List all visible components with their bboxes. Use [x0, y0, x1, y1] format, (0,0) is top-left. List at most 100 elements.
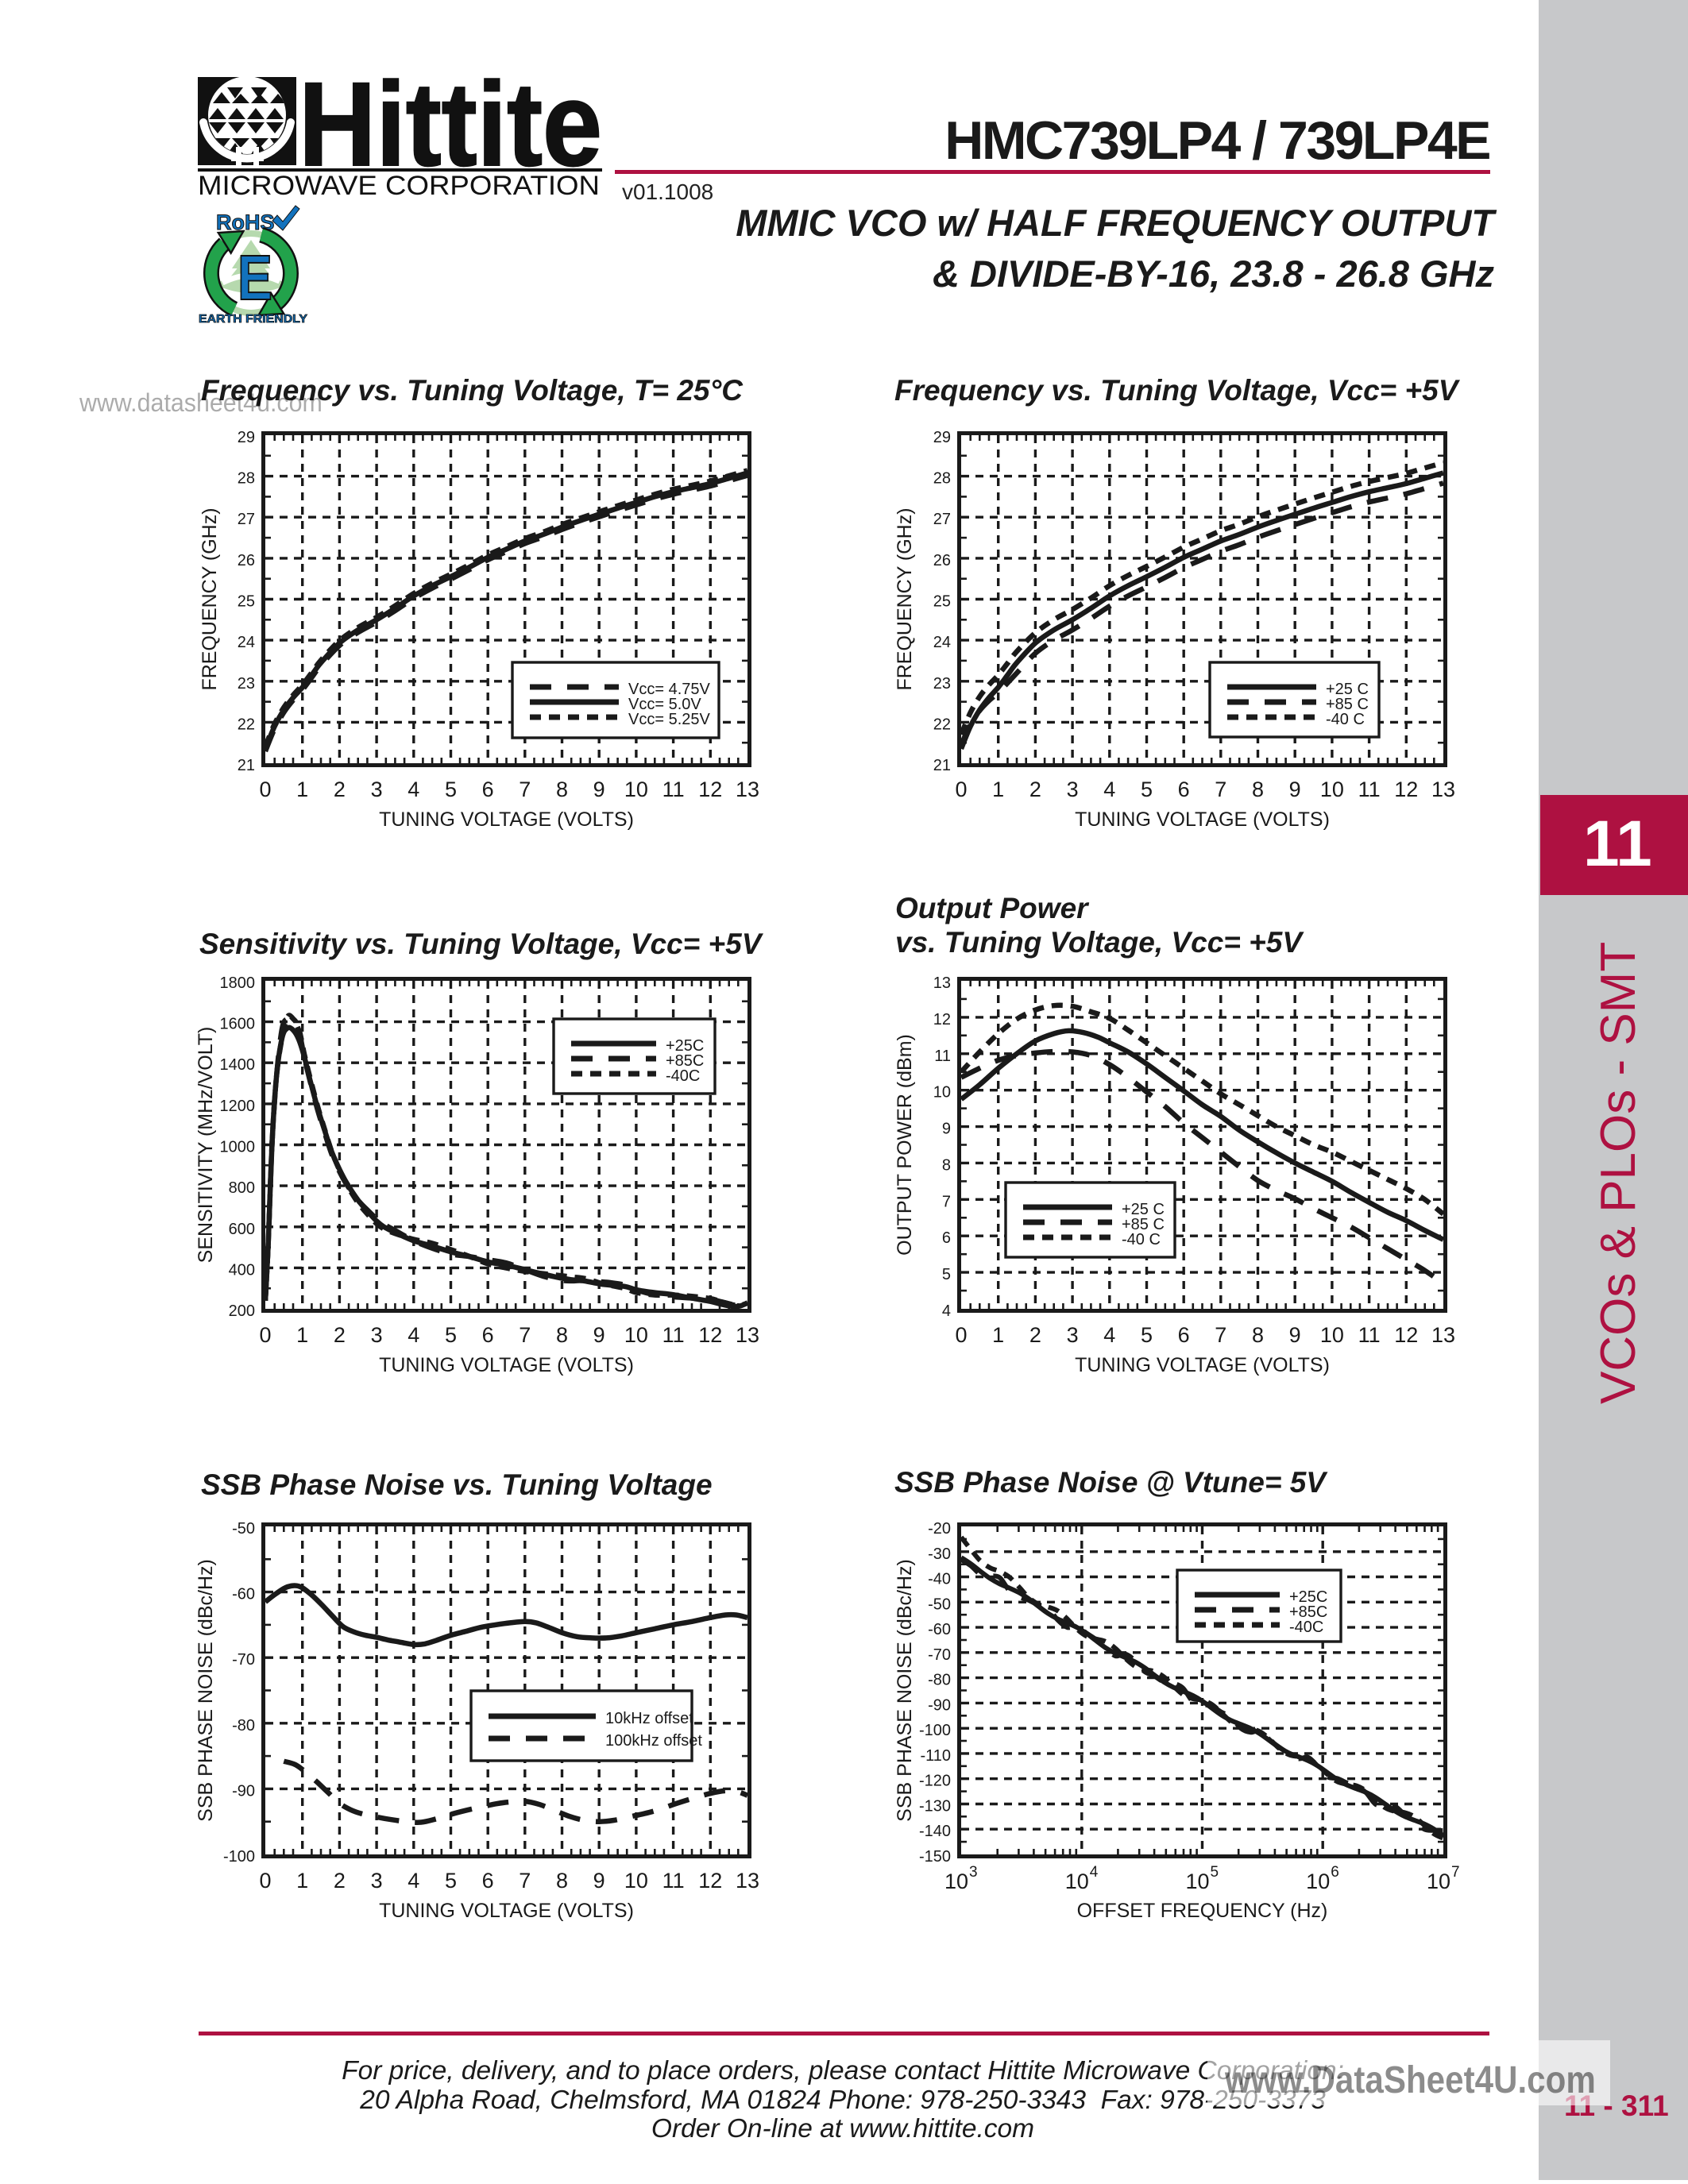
svg-text:-40C: -40C: [1289, 1619, 1323, 1636]
svg-text:-90: -90: [232, 1782, 255, 1800]
svg-text:13: 13: [1431, 778, 1455, 801]
svg-text:3: 3: [371, 778, 383, 801]
svg-text:-40 C: -40 C: [1122, 1231, 1161, 1248]
svg-text:-130: -130: [919, 1798, 951, 1815]
svg-text:4: 4: [408, 1869, 419, 1893]
svg-text:FREQUENCY (GHz): FREQUENCY (GHz): [894, 507, 916, 690]
svg-text:TUNING VOLTAGE (VOLTS): TUNING VOLTAGE (VOLTS): [379, 1354, 634, 1376]
svg-text:12: 12: [1394, 1323, 1418, 1347]
svg-text:SSB PHASE NOISE (dBc/Hz): SSB PHASE NOISE (dBc/Hz): [195, 1559, 217, 1822]
svg-text:4: 4: [1103, 1323, 1115, 1347]
svg-text:9: 9: [1289, 1323, 1301, 1347]
svg-text:2: 2: [334, 1323, 346, 1347]
svg-text:7: 7: [1215, 1323, 1226, 1347]
svg-text:11: 11: [1358, 778, 1381, 801]
svg-text:-80: -80: [928, 1672, 951, 1689]
svg-text:Vcc= 5.25V: Vcc= 5.25V: [628, 711, 711, 728]
svg-text:10: 10: [1427, 1870, 1450, 1893]
svg-text:Vcc= 4.75V: Vcc= 4.75V: [628, 681, 711, 698]
svg-text:1000: 1000: [220, 1139, 256, 1156]
svg-text:0: 0: [955, 1323, 967, 1347]
svg-text:1600: 1600: [220, 1016, 256, 1033]
svg-text:12: 12: [698, 1323, 722, 1347]
svg-text:5: 5: [445, 778, 457, 801]
svg-text:TUNING VOLTAGE (VOLTS): TUNING VOLTAGE (VOLTS): [1075, 1354, 1330, 1376]
svg-text:MICROWAVE CORPORATION: MICROWAVE CORPORATION: [198, 171, 600, 201]
svg-text:5: 5: [1211, 1864, 1219, 1881]
svg-text:4: 4: [408, 778, 419, 801]
svg-text:27: 27: [238, 511, 255, 528]
svg-text:1: 1: [296, 1869, 308, 1893]
svg-text:6: 6: [1178, 1323, 1190, 1347]
svg-text:1200: 1200: [220, 1098, 256, 1115]
svg-text:9: 9: [593, 1869, 605, 1893]
svg-text:SSB Phase Noise @ Vtune= 5V: SSB Phase Noise @ Vtune= 5V: [894, 1466, 1328, 1499]
svg-text:SSB PHASE NOISE (dBc/Hz): SSB PHASE NOISE (dBc/Hz): [894, 1559, 916, 1822]
svg-text:0: 0: [259, 1869, 271, 1893]
svg-text:10: 10: [624, 1323, 648, 1347]
svg-text:7: 7: [942, 1193, 951, 1210]
svg-text:12: 12: [933, 1011, 951, 1028]
svg-text:2: 2: [334, 1869, 346, 1893]
svg-text:22: 22: [933, 716, 951, 733]
svg-text:0: 0: [259, 778, 271, 801]
svg-text:800: 800: [229, 1179, 255, 1197]
svg-text:7: 7: [519, 1869, 531, 1893]
svg-text:10kHz offset: 10kHz offset: [605, 1710, 693, 1727]
svg-text:0: 0: [259, 1323, 271, 1347]
svg-text:11: 11: [662, 1323, 685, 1347]
svg-text:TUNING VOLTAGE (VOLTS): TUNING VOLTAGE (VOLTS): [379, 1900, 634, 1922]
svg-text:1: 1: [992, 778, 1004, 801]
svg-text:13: 13: [736, 1869, 759, 1893]
svg-text:+85C: +85C: [666, 1052, 704, 1070]
svg-text:8: 8: [1252, 778, 1264, 801]
svg-text:4: 4: [1103, 778, 1115, 801]
svg-text:Output Power: Output Power: [895, 892, 1090, 924]
svg-text:+25C: +25C: [1289, 1588, 1327, 1606]
svg-text:5: 5: [942, 1266, 951, 1283]
svg-text:FREQUENCY (GHz): FREQUENCY (GHz): [199, 507, 221, 690]
svg-text:1800: 1800: [220, 974, 256, 992]
svg-text:400: 400: [229, 1261, 255, 1279]
svg-text:7: 7: [1451, 1864, 1460, 1881]
svg-text:22: 22: [238, 716, 255, 733]
svg-text:2: 2: [1029, 1323, 1041, 1347]
svg-text:29: 29: [238, 429, 255, 446]
svg-text:1: 1: [296, 1323, 308, 1347]
svg-text:-40C: -40C: [666, 1067, 700, 1085]
svg-text:8: 8: [1252, 1323, 1264, 1347]
svg-text:6: 6: [482, 1323, 494, 1347]
svg-text:5: 5: [1141, 1323, 1153, 1347]
svg-text:9: 9: [1289, 778, 1301, 801]
svg-text:10: 10: [624, 778, 648, 801]
svg-text:8: 8: [556, 1323, 568, 1347]
svg-text:100kHz offset: 100kHz offset: [605, 1732, 702, 1750]
svg-text:2: 2: [1029, 778, 1041, 801]
svg-text:11: 11: [662, 778, 685, 801]
svg-text:11: 11: [1358, 1323, 1381, 1347]
svg-text:+85 C: +85 C: [1122, 1216, 1165, 1233]
svg-text:600: 600: [229, 1221, 255, 1238]
svg-text:-60: -60: [928, 1621, 951, 1638]
svg-text:3: 3: [371, 1323, 383, 1347]
svg-text:4: 4: [1090, 1864, 1099, 1881]
svg-text:-70: -70: [928, 1646, 951, 1664]
svg-text:SENSITIVITY (MHz/VOLT): SENSITIVITY (MHz/VOLT): [195, 1027, 217, 1264]
svg-text:SSB Phase Noise vs. Tuning Vol: SSB Phase Noise vs. Tuning Voltage: [201, 1468, 713, 1501]
svg-text:+25 C: +25 C: [1326, 681, 1369, 698]
svg-text:OFFSET FREQUENCY (Hz): OFFSET FREQUENCY (Hz): [1077, 1900, 1328, 1922]
svg-text:6: 6: [482, 1869, 494, 1893]
svg-text:24: 24: [933, 634, 951, 651]
svg-text:13: 13: [1431, 1323, 1455, 1347]
svg-text:1: 1: [992, 1323, 1004, 1347]
svg-text:1: 1: [296, 778, 308, 801]
svg-text:13: 13: [933, 974, 951, 992]
svg-text:23: 23: [238, 675, 255, 693]
svg-text:E: E: [238, 242, 272, 313]
svg-text:-140: -140: [919, 1823, 951, 1840]
svg-text:-150: -150: [919, 1848, 951, 1866]
svg-text:25: 25: [933, 593, 951, 611]
svg-text:-40 C: -40 C: [1326, 711, 1365, 728]
svg-text:-110: -110: [920, 1747, 951, 1765]
svg-text:-120: -120: [919, 1773, 951, 1790]
